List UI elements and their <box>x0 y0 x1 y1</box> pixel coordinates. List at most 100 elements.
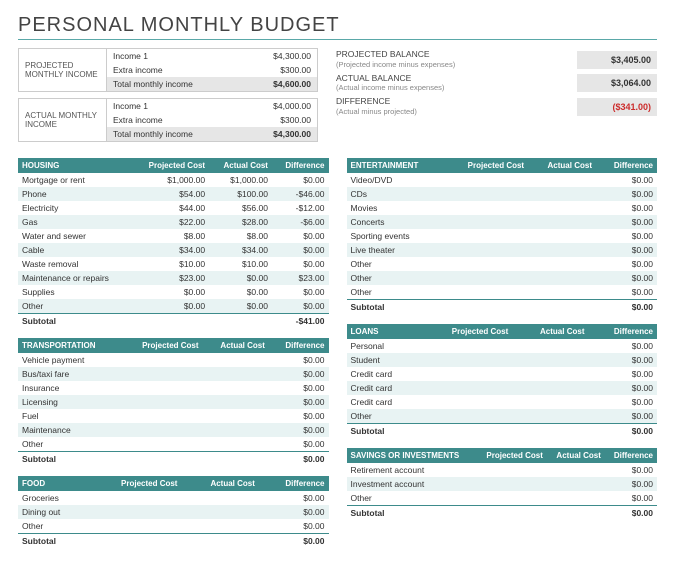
table-row: Live theater $0.00 <box>347 243 658 257</box>
cell: Concerts <box>347 215 445 229</box>
cell: Live theater <box>347 243 445 257</box>
cell: $0.00 <box>596 243 657 257</box>
balance-label: DIFFERENCE(Actual minus projected) <box>336 97 417 117</box>
cell: $0.00 <box>209 271 272 285</box>
cell <box>181 505 258 519</box>
table-row: Vehicle payment$0.00 <box>18 353 329 367</box>
column-header: Actual Cost <box>528 158 596 173</box>
table-row: CDs $0.00 <box>347 187 658 201</box>
table-row: Credit card$0.00 <box>347 395 658 409</box>
table-row: Other$0.00 <box>347 271 658 285</box>
cell: Credit card <box>347 381 419 395</box>
cell <box>547 491 605 506</box>
table-row: Mortgage or rent$1,000.00$1,000.00$0.00 <box>18 173 329 187</box>
subtotal-cell <box>121 452 203 467</box>
cell <box>547 477 605 491</box>
cell: $0.00 <box>269 367 329 381</box>
cell: $0.00 <box>588 381 657 395</box>
table-row: Video/DVD$0.00 <box>347 173 658 187</box>
cell <box>181 491 258 505</box>
cell: Insurance <box>18 381 121 395</box>
cell: Other <box>347 285 445 300</box>
cell <box>121 395 203 409</box>
category-title: HOUSING <box>18 158 132 173</box>
cell: $0.00 <box>272 243 329 257</box>
category-title: LOANS <box>347 324 419 339</box>
column-header: Actual Cost <box>209 158 272 173</box>
subtotal-row: Subtotal$0.00 <box>18 534 329 549</box>
cell: Dining out <box>18 505 86 519</box>
table-row: Other$0.00 <box>347 257 658 271</box>
subtotal-cell <box>512 424 588 439</box>
cell: $0.00 <box>596 187 657 201</box>
subtotal-cell: $0.00 <box>259 534 329 549</box>
cell <box>419 409 513 424</box>
cell: $0.00 <box>209 299 272 314</box>
cell: Sporting events <box>347 229 445 243</box>
income-block-projected: PROJECTED MONTHLY INCOMEIncome 1$4,300.0… <box>18 48 318 92</box>
table-row: Fuel$0.00 <box>18 409 329 423</box>
cell <box>121 409 203 423</box>
subtotal-cell: $0.00 <box>588 424 657 439</box>
cell: $34.00 <box>209 243 272 257</box>
cell: $0.00 <box>269 409 329 423</box>
subtotal-cell: $0.00 <box>605 506 657 521</box>
cell <box>445 271 528 285</box>
table-row: Dining out$0.00 <box>18 505 329 519</box>
cell: $0.00 <box>596 173 657 187</box>
cell: $0.00 <box>209 285 272 299</box>
cell: $0.00 <box>588 395 657 409</box>
cell: $0.00 <box>596 201 657 215</box>
cell <box>419 353 513 367</box>
balance-row: PROJECTED BALANCE(Projected income minus… <box>336 48 657 72</box>
cell: $0.00 <box>596 285 657 300</box>
cell: $0.00 <box>259 519 329 534</box>
category-title: ENTERTAINMENT <box>347 158 445 173</box>
cell: $34.00 <box>132 243 209 257</box>
cell: $10.00 <box>132 257 209 271</box>
cell <box>476 491 547 506</box>
table-row: Other $0.00 <box>347 285 658 300</box>
cell: $0.00 <box>596 257 657 271</box>
cell <box>445 173 528 187</box>
cell: -$6.00 <box>272 215 329 229</box>
cell <box>121 353 203 367</box>
subtotal-cell <box>547 506 605 521</box>
cell: $0.00 <box>596 215 657 229</box>
balance-value: $3,405.00 <box>577 51 657 69</box>
balance-value: $3,064.00 <box>577 74 657 92</box>
table-row: Insurance$0.00 <box>18 381 329 395</box>
cell: -$12.00 <box>272 201 329 215</box>
income-row: Extra income$300.00 <box>107 63 317 77</box>
balance-row: DIFFERENCE(Actual minus projected)($341.… <box>336 95 657 119</box>
cell <box>512 367 588 381</box>
cell: $23.00 <box>272 271 329 285</box>
cell: $0.00 <box>588 367 657 381</box>
subtotal-label: Subtotal <box>347 300 445 315</box>
cell: $0.00 <box>269 353 329 367</box>
cell: $0.00 <box>588 409 657 424</box>
cell: $0.00 <box>259 491 329 505</box>
subtotal-cell: $0.00 <box>596 300 657 315</box>
cell: $0.00 <box>588 339 657 353</box>
cell: $0.00 <box>588 353 657 367</box>
page-title: PERSONAL MONTHLY BUDGET <box>18 14 657 37</box>
cell: Other <box>347 491 476 506</box>
table-row: Concerts $0.00 <box>347 215 658 229</box>
cell: Investment account <box>347 477 476 491</box>
cell <box>203 423 269 437</box>
category-columns: HOUSINGProjected CostActual CostDifferen… <box>18 158 657 558</box>
subtotal-cell <box>203 452 269 467</box>
table-row: Other $0.00 <box>18 519 329 534</box>
cell <box>419 339 513 353</box>
balance-label: ACTUAL BALANCE(Actual income minus expen… <box>336 74 444 94</box>
summary-section: PROJECTED MONTHLY INCOMEIncome 1$4,300.0… <box>18 48 657 148</box>
cell: CDs <box>347 187 445 201</box>
cell: $8.00 <box>209 229 272 243</box>
subtotal-label: Subtotal <box>18 314 132 329</box>
cell: Other <box>18 519 86 534</box>
cell <box>512 353 588 367</box>
cell: $44.00 <box>132 201 209 215</box>
cell: Other <box>18 437 121 452</box>
cell <box>203 409 269 423</box>
